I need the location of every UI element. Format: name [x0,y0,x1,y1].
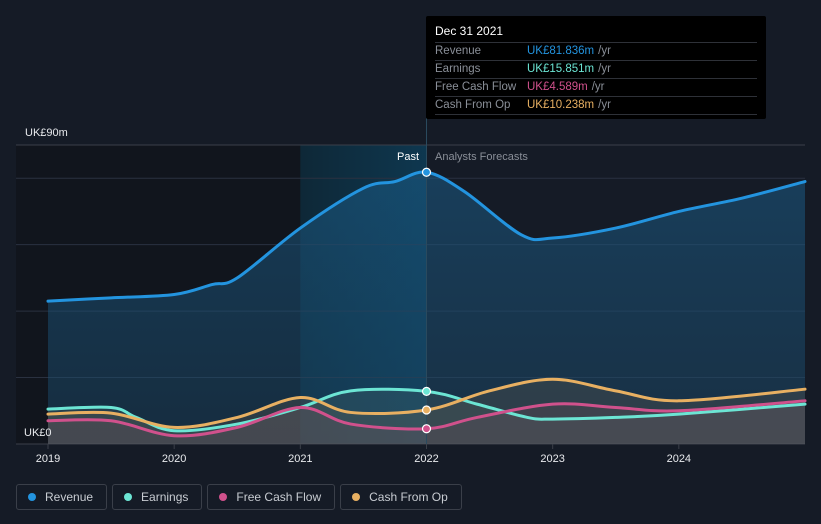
legend-label: Free Cash Flow [236,490,322,504]
x-tick-label: 2021 [288,453,312,465]
tooltip-row-cash-from-op: Cash From Op UK£10.238m /yr [435,97,757,115]
y-axis-bottom-label: UK£0 [24,427,52,439]
legend-item-earnings[interactable]: Earnings [112,484,203,510]
x-tick-label: 2022 [414,453,438,465]
tooltip-row-free-cash-flow: Free Cash Flow UK£4.589m /yr [435,79,757,97]
legend-item-free-cash-flow[interactable]: Free Cash Flow [207,484,336,510]
tooltip-row-revenue: Revenue UK£81.836m /yr [435,43,757,61]
legend-label: Earnings [141,490,189,504]
tooltip-value: UK£10.238m [527,99,595,111]
x-tick-label: 2024 [667,453,691,465]
legend-item-cash-from-op[interactable]: Cash From Op [340,484,462,510]
legend-item-revenue[interactable]: Revenue [16,484,108,510]
x-tick-label: 2020 [162,453,186,465]
free-cash-flow-marker [421,424,432,434]
legend: Revenue Earnings Free Cash Flow Cash Fro… [16,484,462,510]
cash-from-op-line [46,377,807,429]
tooltip-value: UK£4.589m [527,81,588,93]
tooltip-label: Free Cash Flow [435,81,517,93]
forecast-label: Analysts Forecasts [435,151,528,163]
cash-from-op-dot-icon [352,493,361,501]
tooltip-value: UK£81.836m [527,45,595,57]
cash-from-op-marker [421,405,432,415]
legend-label: Revenue [45,490,94,504]
past-label: Past [397,151,419,163]
tooltip-unit: /yr [598,45,611,57]
tooltip-value: UK£15.851m [527,63,595,75]
revenue-line [46,170,807,303]
x-tick-label: 2019 [36,453,60,465]
tooltip: Dec 31 2021 Revenue UK£81.836m /yr Earni… [426,16,766,119]
earnings-dot-icon [124,493,133,501]
tooltip-label: Cash From Op [435,99,511,111]
tooltip-label: Earnings [435,63,481,75]
tooltip-date: Dec 31 2021 [435,22,757,43]
tooltip-row-earnings: Earnings UK£15.851m /yr [435,61,757,79]
free-cash-flow-dot-icon [219,493,228,501]
free-cash-flow-line [46,399,807,438]
earnings-marker [421,386,432,396]
y-axis-top-label: UK£90m [25,127,68,139]
tooltip-unit: /yr [598,63,611,75]
tooltip-unit: /yr [598,99,611,111]
tooltip-label: Revenue [435,45,482,57]
revenue-marker [421,167,432,177]
tooltip-unit: /yr [591,81,605,93]
revenue-dot-icon [28,493,36,501]
x-tick-label: 2023 [540,453,564,465]
free-cash-flow-area [48,400,805,444]
legend-label: Cash From Op [369,490,448,504]
